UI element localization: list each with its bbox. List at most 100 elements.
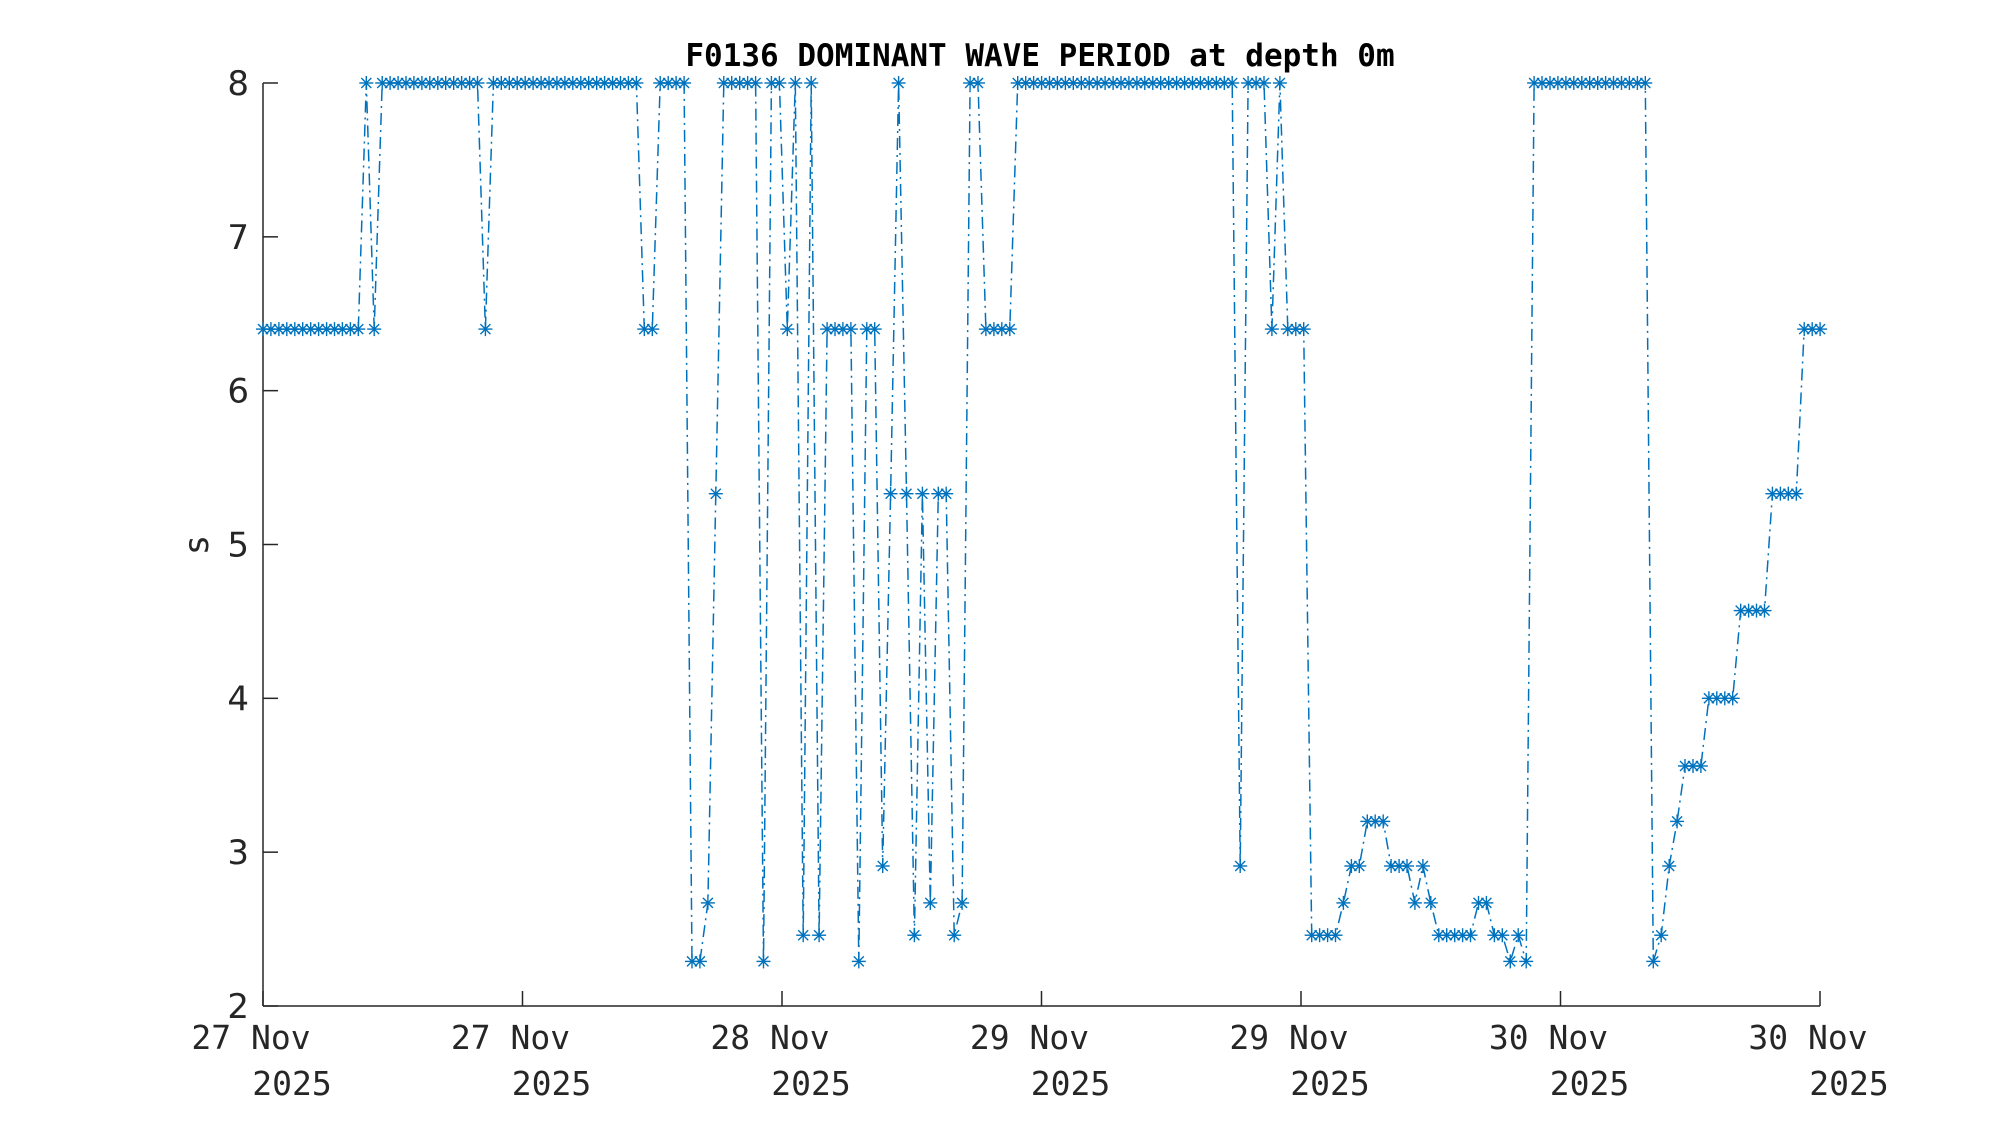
data-point-marker xyxy=(1495,928,1510,943)
data-point-marker xyxy=(1249,76,1264,90)
data-point-marker xyxy=(1407,895,1422,910)
x-tick-label-year: 2025 xyxy=(1550,1064,1629,1103)
data-point-marker xyxy=(645,322,660,337)
y-tick-label: 4 xyxy=(227,679,249,719)
x-tick-label-date: 27 Nov xyxy=(191,1018,310,1057)
data-point-marker xyxy=(947,928,962,943)
data-point-marker xyxy=(804,76,819,90)
data-point-marker xyxy=(1654,928,1669,943)
series-line xyxy=(263,82,1821,964)
data-point-marker xyxy=(1114,76,1128,90)
data-point-marker xyxy=(1670,814,1685,829)
data-point-marker xyxy=(1264,322,1279,337)
data-point-marker xyxy=(1257,76,1271,90)
data-point-marker xyxy=(899,486,914,501)
data-point-marker xyxy=(1646,954,1661,969)
data-point-marker xyxy=(780,322,795,337)
data-point-marker xyxy=(1757,603,1772,618)
x-tick-label-year: 2025 xyxy=(771,1064,850,1103)
data-point-marker xyxy=(828,322,842,337)
data-point-marker xyxy=(867,322,882,337)
data-point-marker xyxy=(875,859,890,873)
data-point-marker xyxy=(1423,895,1438,910)
data-point-marker xyxy=(263,322,278,337)
data-point-marker xyxy=(1813,322,1828,337)
x-tick-label-year: 2025 xyxy=(512,1064,591,1103)
data-point-marker xyxy=(1455,928,1470,943)
data-point-marker xyxy=(1185,76,1200,90)
x-tick-label-date: 29 Nov xyxy=(1229,1018,1348,1057)
data-point-marker xyxy=(851,954,866,969)
ticks: 2 3 4 5 6 7 8 27 Nov 2025 27 Nov 2025 28 Nov 2025 29 … xyxy=(191,64,1888,1103)
data-point-marker xyxy=(1336,895,1351,910)
y-tick-label: 3 xyxy=(227,833,249,873)
data-point-marker xyxy=(915,486,930,501)
data-point-marker xyxy=(422,76,437,90)
data-point-marker xyxy=(637,322,652,337)
data-point-marker xyxy=(971,76,985,90)
data-point-marker xyxy=(1431,928,1446,943)
data-point-marker xyxy=(748,76,763,90)
y-tick-label: 5 xyxy=(227,526,249,566)
data-point-marker xyxy=(669,76,684,90)
y-axis-label: s xyxy=(177,535,217,555)
data-point-marker xyxy=(1233,859,1248,873)
data-point-marker xyxy=(1344,859,1359,873)
data-point-marker xyxy=(883,486,898,501)
x-tick-label-date: 30 Nov xyxy=(1748,1018,1867,1057)
data-point-marker xyxy=(510,76,525,90)
data-point-marker xyxy=(1511,928,1526,943)
data-point-marker xyxy=(891,76,906,90)
y-tick-label: 6 xyxy=(227,372,249,412)
x-tick-label-date: 27 Nov xyxy=(451,1018,570,1057)
data-point-marker xyxy=(772,76,787,90)
data-point-marker xyxy=(907,928,922,943)
x-tick-label-year: 2025 xyxy=(252,1064,331,1103)
data-point-marker xyxy=(335,322,350,337)
y-tick-label: 8 xyxy=(227,64,249,104)
data-point-marker xyxy=(1519,954,1534,969)
data-point-marker xyxy=(256,322,270,337)
data-point-marker xyxy=(923,895,938,910)
data-point-marker xyxy=(1034,76,1049,90)
data-point-marker xyxy=(1638,76,1653,90)
data-point-marker xyxy=(796,928,811,943)
data-point-marker xyxy=(605,76,620,90)
data-point-marker xyxy=(978,322,993,337)
data-point-marker xyxy=(1225,76,1240,90)
data-point-marker xyxy=(986,322,1001,337)
data-point-marker xyxy=(351,322,366,337)
axes xyxy=(262,83,1820,1007)
data-point-marker xyxy=(573,76,588,90)
data-point-marker xyxy=(1415,859,1430,873)
data-point-marker xyxy=(812,928,827,943)
data-point-marker xyxy=(470,76,485,90)
data-series xyxy=(256,76,1828,969)
data-point-marker xyxy=(549,76,564,90)
data-point-marker xyxy=(303,322,318,337)
data-point-marker xyxy=(1693,759,1708,773)
data-point-marker xyxy=(1376,814,1391,829)
data-point-marker xyxy=(1789,486,1804,501)
data-point-marker xyxy=(295,322,310,337)
data-point-marker xyxy=(692,954,707,969)
x-tick-label-date: 28 Nov xyxy=(710,1018,829,1057)
data-point-marker xyxy=(732,76,747,90)
y-tick-label: 7 xyxy=(227,218,249,258)
x-tick-label-year: 2025 xyxy=(1809,1064,1888,1103)
chart-title: F0136 DOMINANT WAVE PERIOD at depth 0m xyxy=(685,38,1394,74)
data-point-marker xyxy=(1272,76,1287,90)
data-point-marker xyxy=(343,322,358,337)
data-point-marker xyxy=(756,954,771,969)
data-point-marker xyxy=(677,76,692,90)
data-point-marker xyxy=(1121,76,1136,90)
data-point-marker xyxy=(1463,928,1478,943)
data-point-marker xyxy=(1479,895,1494,910)
data-point-marker xyxy=(1725,691,1740,706)
x-tick-label-year: 2025 xyxy=(1290,1064,1369,1103)
x-tick-label-year: 2025 xyxy=(1031,1064,1110,1103)
data-point-marker xyxy=(700,895,715,910)
data-point-marker xyxy=(1392,859,1407,873)
x-tick-label-date: 29 Nov xyxy=(970,1018,1089,1057)
